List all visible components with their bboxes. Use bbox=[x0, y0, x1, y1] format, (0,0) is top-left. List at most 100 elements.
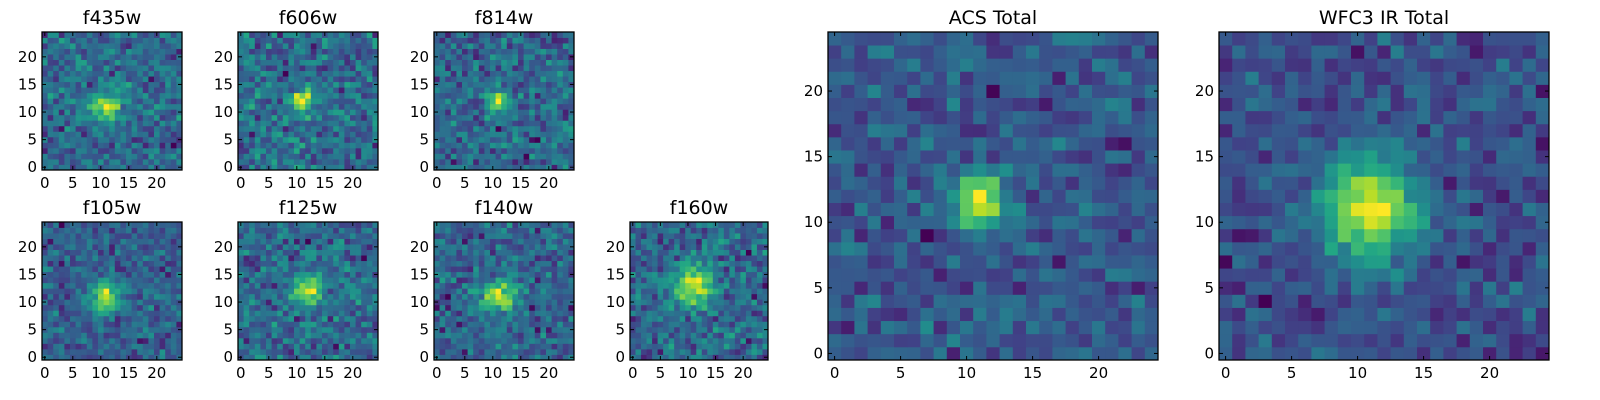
heatmap-cell bbox=[729, 348, 736, 355]
heatmap-cell bbox=[170, 299, 177, 306]
heatmap-cell bbox=[109, 147, 116, 154]
heatmap-cell bbox=[999, 346, 1014, 361]
heatmap-cell bbox=[523, 76, 530, 83]
heatmap-cell bbox=[249, 354, 256, 361]
heatmap-cell bbox=[456, 92, 463, 99]
heatmap-cell bbox=[266, 304, 272, 311]
heatmap-cell bbox=[557, 114, 564, 121]
heatmap-cell bbox=[355, 109, 362, 116]
heatmap-cell bbox=[310, 32, 317, 38]
heatmap-cell bbox=[344, 348, 351, 355]
heatmap-cell bbox=[159, 37, 166, 44]
heatmap-cell bbox=[42, 65, 48, 72]
heatmap-cell bbox=[562, 136, 569, 143]
heatmap-cell bbox=[439, 114, 446, 121]
heatmap-cell bbox=[42, 92, 48, 99]
heatmap-cell bbox=[288, 271, 295, 278]
heatmap-cell bbox=[557, 238, 564, 245]
heatmap-cell bbox=[154, 136, 160, 143]
heatmap-cell bbox=[462, 260, 468, 267]
heatmap-cell bbox=[1092, 268, 1106, 282]
heatmap-cell bbox=[456, 260, 463, 267]
heatmap-cell bbox=[260, 288, 267, 295]
heatmap-cell bbox=[254, 260, 261, 267]
heatmap-cell bbox=[1144, 294, 1159, 308]
heatmap-cell bbox=[506, 103, 513, 110]
heatmap-cell bbox=[652, 244, 658, 250]
heatmap-cell bbox=[266, 348, 272, 355]
heatmap-cell bbox=[529, 164, 536, 171]
heatmap-cell bbox=[53, 233, 60, 239]
heatmap-cell bbox=[282, 114, 289, 121]
heatmap-cell bbox=[103, 222, 110, 228]
heatmap-cell bbox=[243, 125, 250, 132]
heatmap-cell bbox=[523, 120, 530, 127]
heatmap-cell bbox=[366, 70, 373, 77]
x-tick-label: 15 bbox=[706, 364, 725, 382]
heatmap-cell bbox=[114, 282, 121, 289]
heatmap-cell bbox=[674, 337, 681, 344]
heatmap-cell bbox=[456, 315, 463, 322]
heatmap-cell bbox=[355, 326, 362, 333]
heatmap-cell bbox=[450, 32, 457, 38]
heatmap-cell bbox=[98, 81, 104, 88]
heatmap-cell bbox=[131, 65, 138, 72]
heatmap-cell bbox=[120, 59, 127, 66]
heatmap-cell bbox=[960, 241, 974, 256]
heatmap-cell bbox=[249, 164, 256, 171]
heatmap-cell bbox=[490, 244, 496, 250]
heatmap-cell bbox=[126, 98, 132, 105]
heatmap-cell bbox=[338, 70, 345, 77]
heatmap-cell bbox=[131, 54, 138, 60]
heatmap-cell bbox=[355, 299, 362, 306]
heatmap-cell bbox=[42, 87, 48, 94]
heatmap-cell bbox=[176, 266, 183, 273]
heatmap-cell bbox=[828, 150, 842, 164]
heatmap-cell bbox=[170, 293, 177, 300]
heatmap-cell bbox=[288, 65, 295, 72]
heatmap-cell bbox=[154, 293, 160, 300]
heatmap-cell bbox=[142, 321, 149, 328]
heatmap-cell bbox=[165, 326, 172, 333]
heatmap-cell bbox=[685, 310, 692, 317]
heatmap-cell bbox=[523, 233, 530, 239]
heatmap-cell bbox=[512, 32, 519, 38]
heatmap-cell bbox=[103, 120, 110, 127]
heatmap-cell bbox=[322, 87, 328, 94]
heatmap-cell bbox=[529, 233, 536, 239]
heatmap-cell bbox=[70, 266, 76, 273]
heatmap-cell bbox=[473, 92, 480, 99]
heatmap-cell bbox=[828, 215, 842, 230]
heatmap-cell bbox=[751, 293, 758, 300]
heatmap-cell bbox=[456, 125, 463, 132]
heatmap-cell bbox=[322, 131, 328, 138]
heatmap-cell bbox=[557, 98, 564, 105]
heatmap-cell bbox=[946, 228, 961, 243]
heatmap-cell bbox=[663, 348, 670, 355]
heatmap-cell bbox=[92, 109, 99, 116]
heatmap-cell bbox=[159, 158, 166, 165]
heatmap-cell bbox=[484, 142, 491, 149]
heatmap-cell bbox=[103, 54, 110, 60]
heatmap-cell bbox=[271, 238, 278, 245]
heatmap-cell bbox=[355, 65, 362, 72]
heatmap-cell bbox=[646, 315, 653, 322]
heatmap-cell bbox=[484, 227, 491, 234]
heatmap-cell bbox=[973, 215, 987, 230]
heatmap-cell bbox=[701, 227, 708, 234]
heatmap-cell bbox=[361, 158, 368, 165]
heatmap-cell bbox=[170, 43, 177, 49]
heatmap-cell bbox=[42, 304, 48, 311]
heatmap-cell bbox=[372, 227, 379, 234]
heatmap-cell bbox=[534, 293, 541, 300]
heatmap-cell bbox=[271, 92, 278, 99]
heatmap-cell bbox=[557, 65, 564, 72]
heatmap-cell bbox=[75, 321, 82, 328]
heatmap-cell bbox=[568, 315, 575, 322]
heatmap-cell bbox=[249, 304, 256, 311]
heatmap-cell bbox=[355, 125, 362, 132]
heatmap-cell bbox=[176, 98, 183, 105]
heatmap-cell bbox=[294, 65, 300, 72]
heatmap-cell bbox=[131, 310, 138, 317]
heatmap-cell bbox=[170, 76, 177, 83]
